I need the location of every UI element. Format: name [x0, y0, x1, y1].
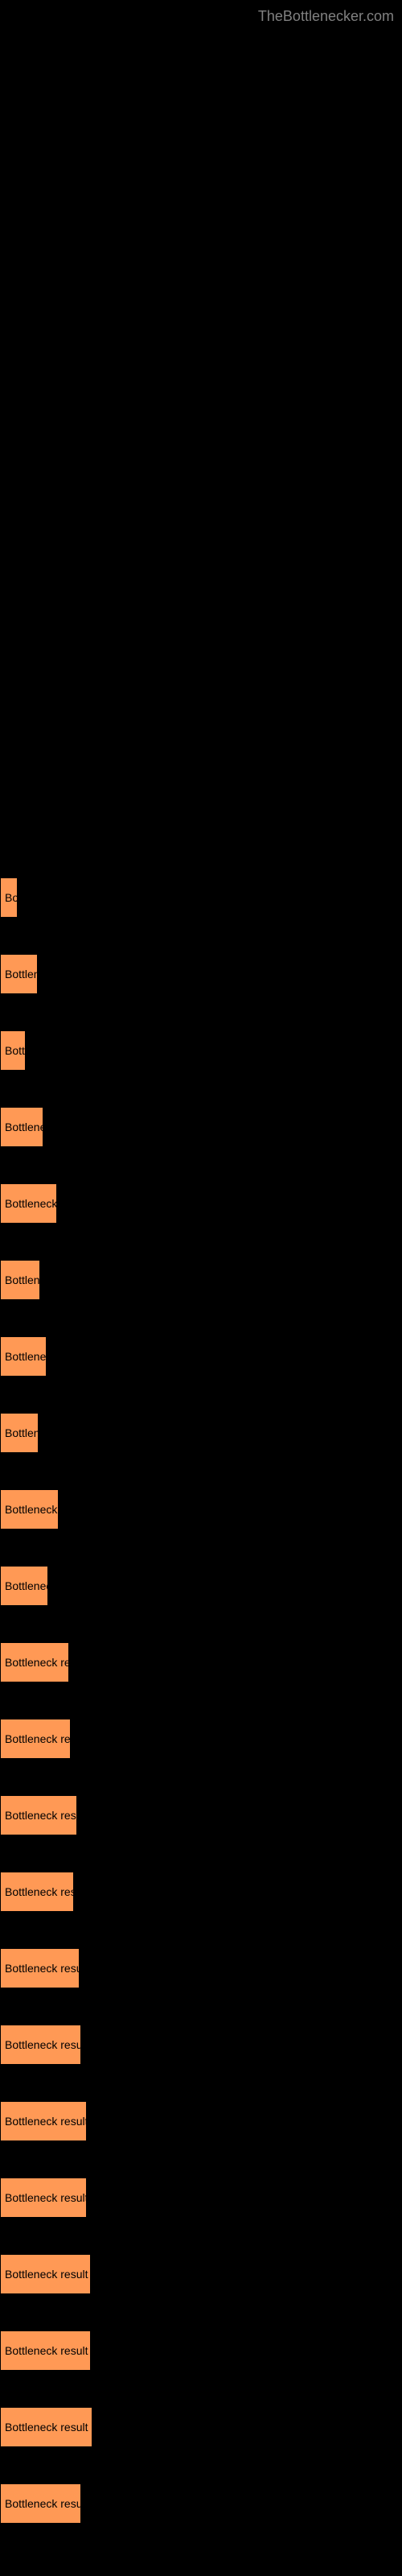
bar-row: Bottleneck result — [0, 2025, 402, 2065]
bottleneck-bar: Bottleneck — [0, 1336, 47, 1377]
bottleneck-bar: Bottleneck result — [0, 2254, 91, 2294]
bar-row: Bottlene — [0, 1413, 402, 1453]
bottleneck-bar: Bottlenec — [0, 1260, 40, 1300]
bar-row: Bottleneck result — [0, 1948, 402, 1988]
bar-row: Bo — [0, 877, 402, 918]
bar-row: Bottleneck re — [0, 1183, 402, 1224]
bottleneck-bar: Bottlene — [0, 954, 38, 994]
bottleneck-bar: Bottleneck result — [0, 2483, 81, 2524]
bar-row: Bottlenec — [0, 1260, 402, 1300]
bottleneck-bar: Bottleneck result — [0, 2407, 92, 2447]
bar-row: Bottleneck result — [0, 1872, 402, 1912]
bottleneck-bar: Bottl — [0, 1030, 26, 1071]
bottleneck-bar: Bottleneck result — [0, 1642, 69, 1682]
bar-row: Bottleneck result — [0, 2254, 402, 2294]
bottleneck-bar: Bottleneck re — [0, 1489, 59, 1530]
bottleneck-bar: Bottleneck re — [0, 1183, 57, 1224]
bar-row: Bottleneck result — [0, 1642, 402, 1682]
bottleneck-bar: Bo — [0, 877, 18, 918]
bar-row: Bottleneck re — [0, 1489, 402, 1530]
bar-row: Bottleneck result — [0, 1795, 402, 1835]
bar-row: Bottleneck — [0, 1566, 402, 1606]
bar-row: Bottl — [0, 1030, 402, 1071]
bottleneck-bar: Bottleneck result — [0, 1948, 80, 1988]
bottleneck-chart: Bo Bottlene Bottl Bottleneck Bottleneck re Bo… — [0, 877, 402, 2560]
bottleneck-bar: Bottleneck result — [0, 1795, 77, 1835]
bar-row: Bottleneck result — [0, 2101, 402, 2141]
bottleneck-bar: Bottleneck result — [0, 2330, 91, 2371]
bar-row: Bottlene — [0, 954, 402, 994]
bar-row: Bottleneck result — [0, 2407, 402, 2447]
brand-logo-text: TheBottlenecker.com — [258, 8, 394, 25]
bar-row: Bottleneck result — [0, 2483, 402, 2524]
bar-row: Bottleneck result — [0, 2330, 402, 2371]
bottleneck-bar: Bottleneck — [0, 1566, 48, 1606]
bottleneck-bar: Bottleneck result — [0, 2101, 87, 2141]
bottleneck-bar: Bottleneck result — [0, 1719, 71, 1759]
bottleneck-bar: Bottleneck result — [0, 2025, 81, 2065]
bar-row: Bottleneck result — [0, 1719, 402, 1759]
bar-row: Bottleneck — [0, 1336, 402, 1377]
bottleneck-bar: Bottleneck result — [0, 2178, 87, 2218]
bottleneck-bar: Bottlene — [0, 1413, 39, 1453]
bottleneck-bar: Bottleneck — [0, 1107, 43, 1147]
bottleneck-bar: Bottleneck result — [0, 1872, 74, 1912]
bar-row: Bottleneck result — [0, 2178, 402, 2218]
bar-row: Bottleneck — [0, 1107, 402, 1147]
